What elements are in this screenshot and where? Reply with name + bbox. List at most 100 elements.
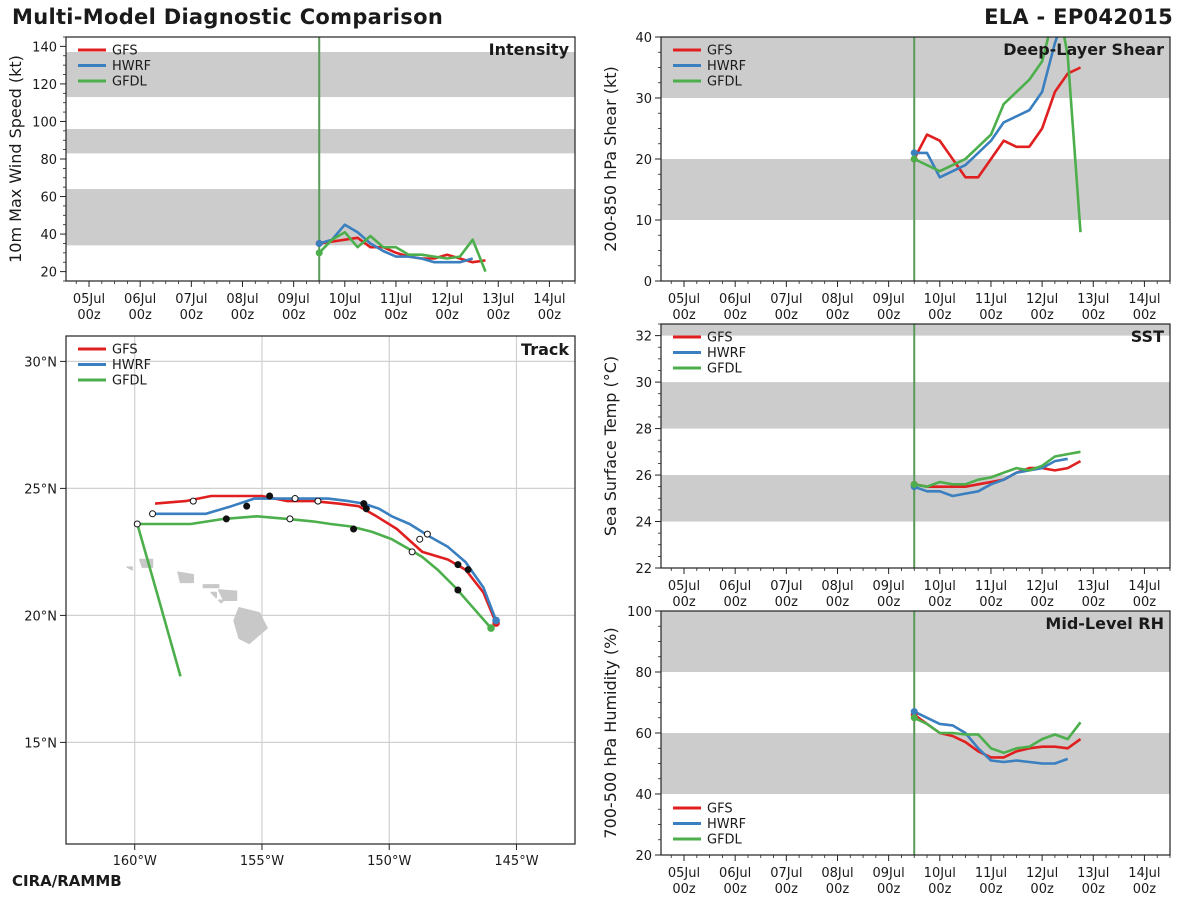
shear-title: Deep-Layer Shear (1003, 40, 1164, 59)
track-start-point-hwrf (492, 616, 500, 625)
track-time-marker-2 (423, 530, 431, 538)
intensity-legend-label-gfdl: GFDL (112, 75, 148, 90)
rh-ytick-label-1: 40 (635, 788, 652, 803)
rh-title: Mid-Level RH (1045, 614, 1164, 633)
track-island-1 (126, 566, 133, 571)
intensity-xtick-hour-6: 00z (384, 308, 408, 323)
intensity-start-point-hwrf (315, 239, 323, 247)
track-time-marker-0 (464, 566, 472, 574)
shear-xtick-day-7: 12Jul (1026, 292, 1058, 307)
page-title: Multi-Model Diagnostic Comparison (12, 5, 444, 29)
rh-xtick-hour-9: 00z (1133, 882, 1157, 897)
sst-series-gfdl (913, 450, 1081, 489)
shear-series-gfs (913, 66, 1082, 179)
rh-series-gfdl (913, 716, 1082, 755)
sst-ytick-label-4: 30 (635, 376, 652, 391)
sst-start-point-gfdl (910, 480, 918, 488)
rh-series-group (910, 708, 1082, 765)
shear-xtick-day-5: 10Jul (924, 292, 956, 307)
intensity-xtick-hour-5: 00z (333, 308, 357, 323)
intensity-series-gfdl (318, 230, 487, 273)
track-legend-label-gfs: GFS (112, 343, 138, 358)
intensity-band-1 (66, 128, 575, 154)
sst-ylabel: Sea Surface Temp (°C) (601, 356, 620, 536)
intensity-series-group (315, 223, 487, 273)
intensity-ytick-label-3: 80 (40, 153, 57, 168)
intensity-xtick-day-9: 14Jul (533, 292, 565, 307)
rh-ytick-label-3: 80 (635, 666, 652, 681)
intensity-xtick-hour-8: 00z (487, 308, 511, 323)
sst-panel: 22242628303205Jul00z06Jul00z07Jul00z08Ju… (601, 323, 1171, 610)
shear-xtick-day-9: 14Jul (1128, 292, 1160, 307)
track-time-marker-16 (222, 515, 230, 523)
shear-xtick-hour-8: 00z (1082, 308, 1106, 323)
shear-xtick-day-6: 11Jul (975, 292, 1007, 307)
track-ytick-label-2: 25°N (24, 482, 57, 497)
shear-band-0 (661, 159, 1170, 220)
track-time-marker-10 (189, 497, 197, 505)
track-time-marker-1 (454, 561, 462, 569)
sst-xtick-day-4: 09Jul (873, 579, 905, 594)
rh-xtick-day-1: 06Jul (719, 866, 751, 881)
sst-xtick-day-5: 10Jul (924, 579, 956, 594)
track-xtick-label-1: 155°W (240, 854, 284, 869)
shear-series-gfdl (913, 37, 1082, 233)
shear-start-point-gfdl (910, 155, 918, 163)
track-series-group (133, 492, 500, 677)
rh-ytick-label-2: 60 (635, 727, 652, 742)
track-island-7 (233, 607, 268, 645)
rh-ylabel: 700-500 hPa Humidity (%) (601, 627, 620, 838)
sst-xtick-day-0: 05Jul (668, 579, 700, 594)
shear-xtick-hour-5: 00z (928, 308, 952, 323)
intensity-start-point-gfdl (315, 249, 323, 257)
track-start-point-gfdl (487, 624, 495, 632)
shear-xtick-day-3: 08Jul (821, 292, 853, 307)
intensity-ytick-label-1: 40 (40, 228, 57, 243)
sst-xtick-hour-6: 00z (979, 595, 1003, 610)
shear-xtick-hour-9: 00z (1133, 308, 1157, 323)
track-legend-label-hwrf: HWRF (112, 358, 151, 373)
sst-ytick-label-2: 26 (635, 469, 652, 484)
intensity-xtick-day-7: 12Jul (431, 292, 463, 307)
rh-xtick-day-0: 05Jul (668, 866, 700, 881)
rh-legend-label-hwrf: HWRF (707, 817, 746, 832)
track-island-2 (177, 571, 195, 584)
track-island-4 (217, 589, 238, 601)
shear-start-point-hwrf (910, 149, 918, 157)
rh-xtick-hour-0: 00z (672, 882, 696, 897)
track-series-gfdl (136, 514, 492, 677)
intensity-legend-label-gfs: GFS (112, 44, 138, 59)
shear-xtick-day-4: 09Jul (873, 292, 905, 307)
sst-xtick-day-8: 13Jul (1077, 579, 1109, 594)
intensity-xtick-hour-2: 00z (180, 308, 204, 323)
rh-band-0 (661, 733, 1170, 794)
sst-ytick-label-5: 32 (635, 330, 652, 345)
intensity-panel: 2040608010012014005Jul00z06Jul00z07Jul00… (6, 36, 576, 323)
rh-xtick-hour-2: 00z (775, 882, 799, 897)
sst-xtick-hour-9: 00z (1133, 595, 1157, 610)
rh-legend-label-gfs: GFS (707, 802, 733, 817)
rh-panel: 2040608010005Jul00z06Jul00z07Jul00z08Jul… (601, 605, 1171, 897)
sst-xtick-hour-8: 00z (1082, 595, 1106, 610)
track-island-3 (202, 584, 220, 589)
shear-xtick-day-0: 05Jul (668, 292, 700, 307)
intensity-xtick-hour-9: 00z (538, 308, 562, 323)
sst-legend-label-gfdl: GFDL (707, 362, 743, 377)
sst-ytick-label-1: 24 (635, 516, 652, 531)
rh-xtick-hour-5: 00z (928, 882, 952, 897)
track-time-marker-9 (243, 502, 251, 510)
track-island-6 (217, 599, 225, 604)
intensity-xtick-hour-4: 00z (282, 308, 306, 323)
track-time-marker-7 (291, 495, 299, 503)
track-time-marker-5 (360, 500, 368, 508)
rh-xtick-day-7: 12Jul (1026, 866, 1058, 881)
track-time-marker-14 (350, 525, 358, 533)
rh-frame (660, 610, 1171, 856)
intensity-xtick-hour-1: 00z (128, 308, 152, 323)
sst-title: SST (1131, 327, 1164, 346)
intensity-xtick-day-8: 13Jul (482, 292, 514, 307)
shear-panel: 01020304005Jul00z06Jul00z07Jul00z08Jul00… (601, 31, 1171, 323)
shear-ytick-label-0: 0 (644, 275, 652, 290)
intensity-ytick-label-4: 100 (32, 115, 57, 130)
sst-legend-label-hwrf: HWRF (707, 346, 746, 361)
